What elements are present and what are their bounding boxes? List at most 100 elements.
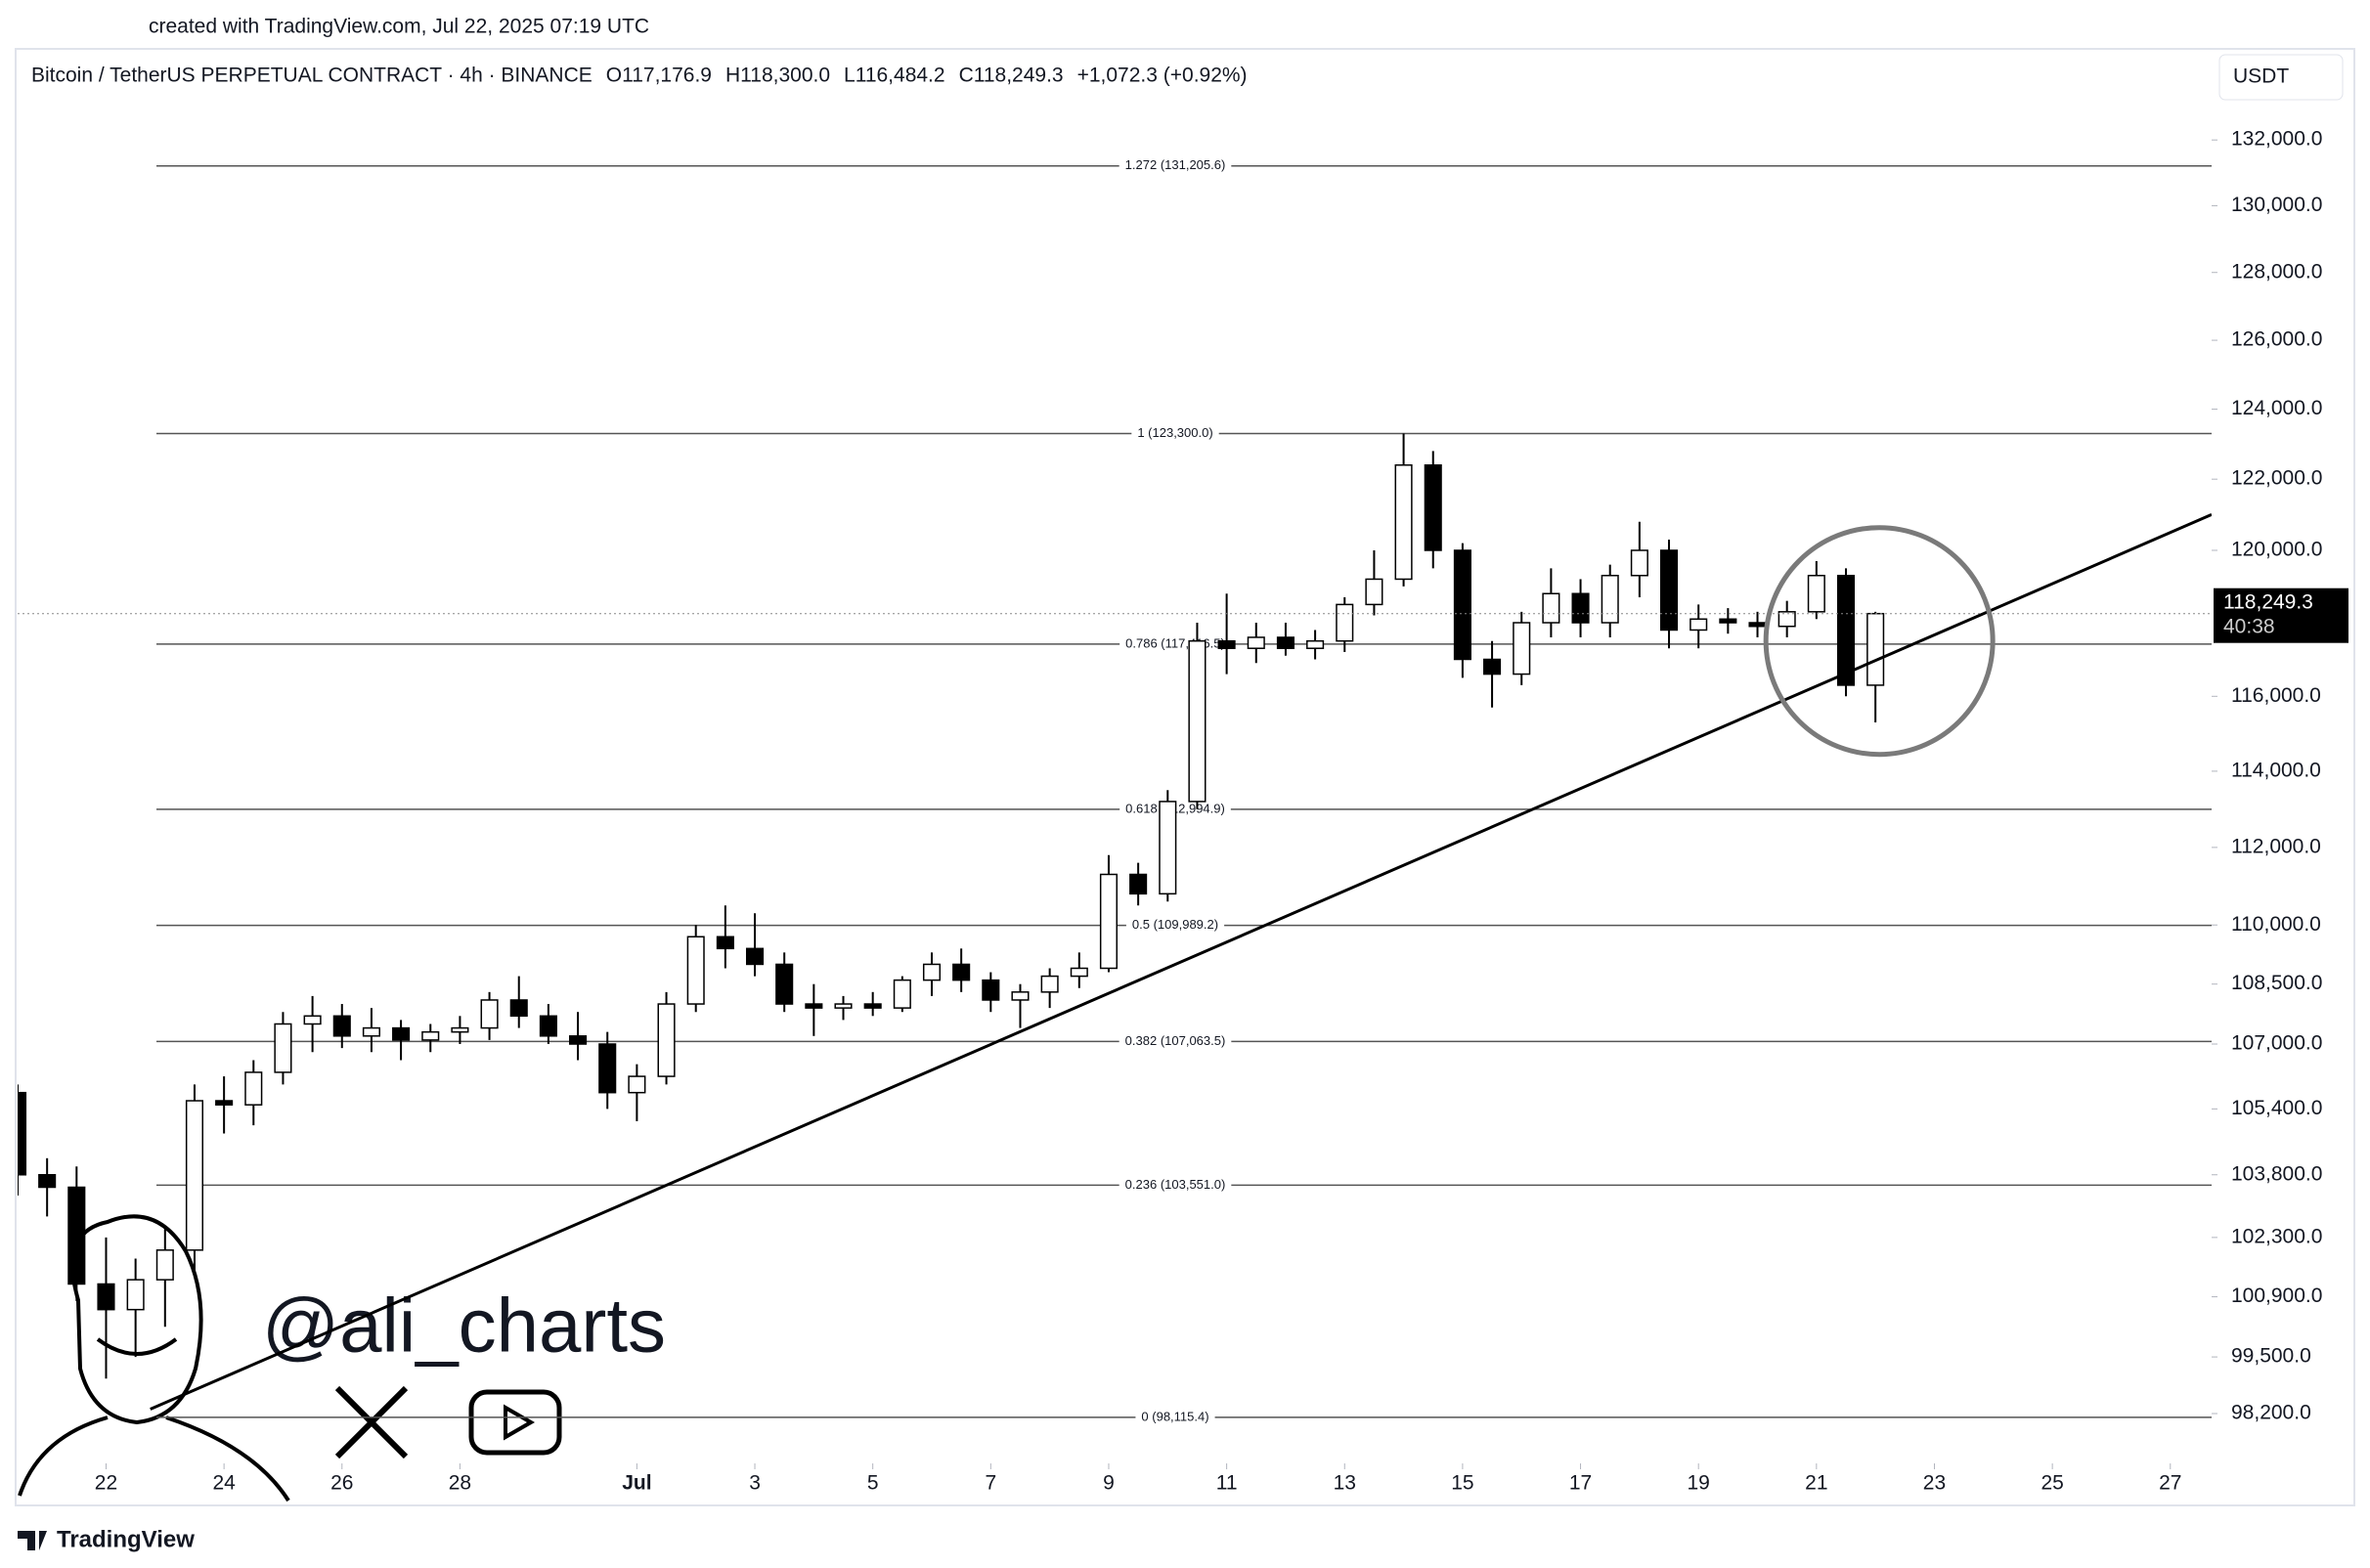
- x-tick-label: 7: [985, 1472, 996, 1495]
- y-tick-label: 128,000.0: [2231, 260, 2322, 283]
- x-tick-label: 17: [1569, 1472, 1592, 1495]
- ohlc-value: H118,300.0: [725, 65, 830, 87]
- fib-label: 0.786 (117,416.5): [1125, 635, 1225, 650]
- candle-body: [863, 1003, 882, 1009]
- candle-body: [1011, 991, 1030, 1001]
- candle-body: [1453, 549, 1471, 661]
- fib-label-group: 0 (98,115.4): [1135, 1408, 1215, 1426]
- candle-body: [244, 1071, 263, 1106]
- candle-body: [775, 963, 794, 1005]
- y-tick-label: 124,000.0: [2231, 397, 2322, 419]
- x-icon-path: [334, 1385, 409, 1459]
- candle-body: [451, 1026, 469, 1033]
- candle-body: [1365, 578, 1383, 606]
- title: Bitcoin / TetherUS PERPETUAL CONTRACT · …: [31, 65, 592, 87]
- y-tick-label: 98,200.0: [2231, 1402, 2311, 1424]
- candle-body: [1040, 975, 1059, 993]
- y-tick-label: 116,000.0: [2231, 684, 2321, 707]
- youtube-icon: [468, 1389, 562, 1456]
- fib-label-group: 0.786 (117,416.5): [1119, 634, 1231, 653]
- candle-body: [716, 936, 734, 950]
- candle-body: [274, 1023, 292, 1073]
- fib-label: 0.5 (109,989.2): [1132, 917, 1218, 932]
- candle-body: [1159, 801, 1177, 895]
- trendline: [150, 513, 2212, 1411]
- currency-box: [2218, 54, 2344, 101]
- candle-body: [1247, 636, 1265, 649]
- x-tick-label: 19: [1688, 1472, 1710, 1495]
- candle-body: [982, 979, 1000, 1001]
- candle-body: [1424, 464, 1442, 551]
- candle-body: [1719, 618, 1737, 624]
- candle-body: [805, 1003, 823, 1009]
- youtube-play: [504, 1404, 536, 1441]
- candle-body: [569, 1035, 588, 1045]
- y-tick-label: 120,000.0: [2231, 539, 2322, 561]
- candle-body: [893, 979, 911, 1009]
- y-tick-label: 114,000.0: [2231, 759, 2321, 781]
- candle-body: [1659, 549, 1679, 632]
- candle-body: [1394, 464, 1413, 581]
- avatar: [18, 1214, 290, 1503]
- y-tick-label: 110,000.0: [2231, 913, 2321, 936]
- candle-body: [1690, 618, 1708, 632]
- candle-body: [392, 1026, 411, 1041]
- fib-label-group: 0.382 (107,063.5): [1119, 1032, 1232, 1051]
- x-tick-label: 26: [330, 1472, 353, 1495]
- candle-body: [97, 1283, 115, 1311]
- candle-body: [1748, 622, 1767, 628]
- x-tick-label: 28: [449, 1472, 471, 1495]
- candle-body: [1188, 639, 1207, 803]
- candle-body: [1836, 574, 1856, 686]
- last-price-tag: [2214, 588, 2348, 643]
- candle-body: [303, 1015, 322, 1025]
- candle-body: [1217, 639, 1236, 649]
- candle-body: [1513, 622, 1531, 675]
- fib-label-bg: [1119, 156, 1232, 175]
- candle-body: [657, 1003, 676, 1077]
- y-tick-label: 99,500.0: [2231, 1345, 2311, 1368]
- x-tick-label: 11: [1216, 1472, 1238, 1495]
- candle-body: [1306, 639, 1325, 649]
- candle-body: [38, 1173, 57, 1189]
- avatar-shoulders: [18, 1416, 290, 1503]
- candle-body: [1807, 574, 1825, 613]
- candle-body: [1483, 658, 1502, 675]
- candle-body: [332, 1015, 351, 1037]
- x-tick-label: 15: [1451, 1472, 1473, 1495]
- fib-label-bg: [1125, 916, 1225, 935]
- candle-body: [539, 1015, 557, 1037]
- x-tick-label: 22: [95, 1472, 117, 1495]
- candle-body: [67, 1186, 86, 1285]
- ohlc-value: L116,484.2: [844, 65, 945, 87]
- avatar-head: [70, 1214, 203, 1425]
- candle-body: [126, 1279, 145, 1311]
- x-tick-label: 3: [749, 1472, 761, 1495]
- y-tick-label: 108,500.0: [2231, 972, 2322, 994]
- candle-body: [1336, 603, 1354, 642]
- candle-body: [922, 963, 942, 981]
- ohlc-value: C118,249.3: [959, 65, 1064, 87]
- credit: created with TradingView.com, Jul 22, 20…: [149, 16, 649, 38]
- candle-body: [686, 936, 705, 1005]
- candle-body: [598, 1043, 617, 1094]
- candle-body: [362, 1026, 380, 1037]
- x-tick-label: 13: [1334, 1472, 1356, 1495]
- candle-body: [1601, 574, 1619, 624]
- brand: TradingView: [18, 1526, 195, 1552]
- ohlc-value: O117,176.9: [606, 65, 712, 87]
- fib-label: 0 (98,115.4): [1141, 1409, 1208, 1423]
- y-tick-label: 126,000.0: [2231, 328, 2322, 351]
- candle-body: [480, 999, 499, 1029]
- candle-body: [1070, 967, 1088, 978]
- countdown: 40:38: [2223, 615, 2275, 637]
- highlight-circle: [1763, 525, 1996, 758]
- candle-body: [1129, 873, 1148, 895]
- watermark: @ali_charts: [262, 1283, 666, 1369]
- brand-logo: [18, 1531, 47, 1550]
- candle-body: [155, 1249, 174, 1281]
- brand-name: TradingView: [57, 1526, 195, 1552]
- y-tick-label: 130,000.0: [2231, 194, 2322, 216]
